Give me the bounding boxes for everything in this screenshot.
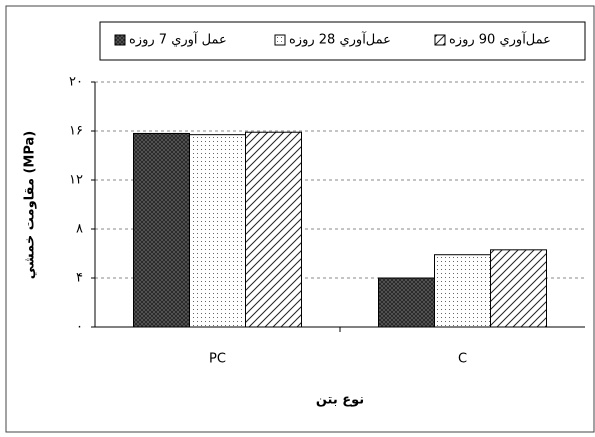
bar: [378, 277, 435, 328]
legend-label: عمل آوري 7 روزه: [129, 31, 227, 48]
x-axis-label: نوع بتن: [316, 393, 364, 408]
bar: [245, 131, 302, 328]
y-tick-label: ۲۰: [69, 75, 83, 90]
y-tick-label: ۴: [76, 271, 83, 286]
bar: [133, 132, 190, 328]
y-tick-label: ۱۶: [69, 124, 83, 139]
legend-box: [99, 21, 586, 61]
y-tick-label: ۱۲: [69, 173, 83, 188]
x-tick-label: PC: [209, 352, 226, 367]
bar: [490, 249, 547, 328]
frame: [5, 5, 595, 433]
y-tick-label: ۸: [76, 222, 83, 237]
bar: [189, 134, 246, 328]
legend-label: عمل‌آوري 28 روزه: [289, 31, 391, 48]
y-tick-label: ۰: [76, 320, 83, 335]
legend-swatch: [274, 34, 286, 46]
x-tick-label: C: [458, 352, 467, 367]
legend-swatch: [434, 34, 446, 46]
legend-swatch: [114, 34, 126, 46]
legend-label: عمل‌آوري 90 روزه: [449, 31, 551, 48]
y-axis-label: مقاومت خمشي (MPa): [23, 131, 38, 279]
bar: [434, 254, 491, 328]
